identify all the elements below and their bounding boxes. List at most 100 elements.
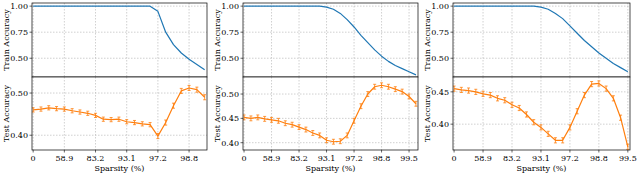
plot-background (243, 3, 418, 77)
y-tick-label: 0.45 (221, 114, 239, 123)
x-tick (569, 150, 570, 153)
x-grid-line (409, 3, 410, 77)
x-tick (512, 150, 513, 153)
error-bar-cap (78, 109, 81, 110)
error-bar-cap (380, 87, 383, 88)
x-grid-line (64, 3, 65, 77)
x-tick-label: 0 (31, 154, 36, 163)
y-grid-line (453, 91, 630, 92)
error-bar-cap (270, 122, 273, 123)
x-grid-line (244, 3, 245, 77)
x-tick-label: 98.8 (180, 154, 198, 163)
y-axis-label: Train Accuracy (213, 9, 222, 71)
x-tick (126, 150, 127, 153)
error-bar-cap (141, 121, 144, 122)
y-tick-label: 0.45 (431, 88, 449, 97)
error-bar-cap (277, 118, 280, 119)
y-grid-line (243, 32, 418, 33)
error-bar-cap (141, 125, 144, 126)
error-bar-cap (311, 130, 314, 131)
error-bar-cap (263, 121, 266, 122)
error-bar-cap (597, 86, 600, 87)
y-tick (451, 32, 454, 33)
error-bar-cap (284, 125, 287, 126)
error-bar-cap (394, 86, 397, 87)
y-grid-line (32, 58, 207, 59)
data-group (33, 6, 204, 70)
y-grid-line (243, 58, 418, 59)
error-bar-cap (125, 119, 128, 120)
error-bar-cap (39, 106, 42, 107)
x-tick-label: 58.9 (55, 154, 73, 163)
y-axis-label: Test Accuracy (2, 85, 11, 142)
y-grid-line (453, 124, 630, 125)
error-bar-cap (195, 92, 198, 93)
error-bar-cap (503, 102, 506, 103)
x-grid-line (454, 77, 455, 150)
error-bar-cap (86, 115, 89, 116)
x-tick (271, 150, 272, 153)
x-tick (409, 150, 410, 153)
data-group (32, 85, 206, 138)
x-grid-line (454, 3, 455, 77)
error-bar-cap (63, 106, 66, 107)
x-tick (299, 150, 300, 153)
y-tick-label: 0.75 (431, 28, 449, 37)
x-tick-label: 99.5 (619, 154, 637, 163)
error-bar-cap (63, 111, 66, 112)
error-bar-cap (511, 107, 514, 108)
y-tick (30, 32, 33, 33)
error-bar-cap (408, 94, 411, 95)
y-grid-line (32, 135, 207, 136)
x-grid-line (189, 3, 190, 77)
error-bar-cap (71, 108, 74, 109)
x-tick-label: 83.2 (87, 154, 105, 163)
x-tick-label: 0 (452, 154, 457, 163)
error-bar-cap (125, 123, 128, 124)
plot-frame (32, 3, 207, 77)
x-tick-label: 58.9 (474, 154, 492, 163)
y-grid-line (453, 58, 630, 59)
error-bar-cap (325, 137, 328, 138)
x-grid-line (299, 77, 300, 150)
error-bar-cap (203, 94, 206, 95)
error-bar-cap (401, 89, 404, 90)
error-bar-cap (117, 117, 120, 118)
x-grid-line (598, 77, 599, 150)
error-bar-cap (414, 106, 417, 107)
error-bar-cap (380, 82, 383, 83)
error-bar-cap (460, 92, 463, 93)
x-grid-line (627, 3, 628, 77)
x-grid-line (271, 77, 272, 150)
error-bar-cap (291, 122, 294, 123)
error-bar-cap (539, 129, 542, 130)
x-tick (540, 150, 541, 153)
x-grid-line (409, 77, 410, 150)
error-bar-cap (401, 94, 404, 95)
error-bar-cap (482, 91, 485, 92)
x-tick (627, 150, 628, 153)
error-bar-cap (243, 119, 246, 120)
error-bar-cap (78, 114, 81, 115)
error-bar-cap (532, 119, 535, 120)
error-bar-cap (156, 138, 159, 139)
error-bar-cap (243, 114, 246, 115)
error-bar-cap (489, 92, 492, 93)
x-grid-line (271, 3, 272, 77)
error-bar-cap (256, 119, 259, 120)
y-tick (241, 6, 244, 7)
x-grid-line (33, 3, 34, 77)
error-bar-cap (373, 89, 376, 90)
error-bar-cap (503, 97, 506, 98)
data-line (33, 88, 204, 136)
x-tick-label: 98.8 (590, 154, 608, 163)
error-bar-cap (554, 137, 557, 138)
error-bar-cap (71, 112, 74, 113)
error-bar-cap (298, 129, 301, 130)
x-grid-line (381, 77, 382, 150)
x-tick-label: 83.2 (503, 154, 521, 163)
data-line (244, 6, 416, 75)
error-bar-cap (511, 102, 514, 103)
error-bar-cap (284, 120, 287, 121)
error-bar-cap (525, 111, 528, 112)
